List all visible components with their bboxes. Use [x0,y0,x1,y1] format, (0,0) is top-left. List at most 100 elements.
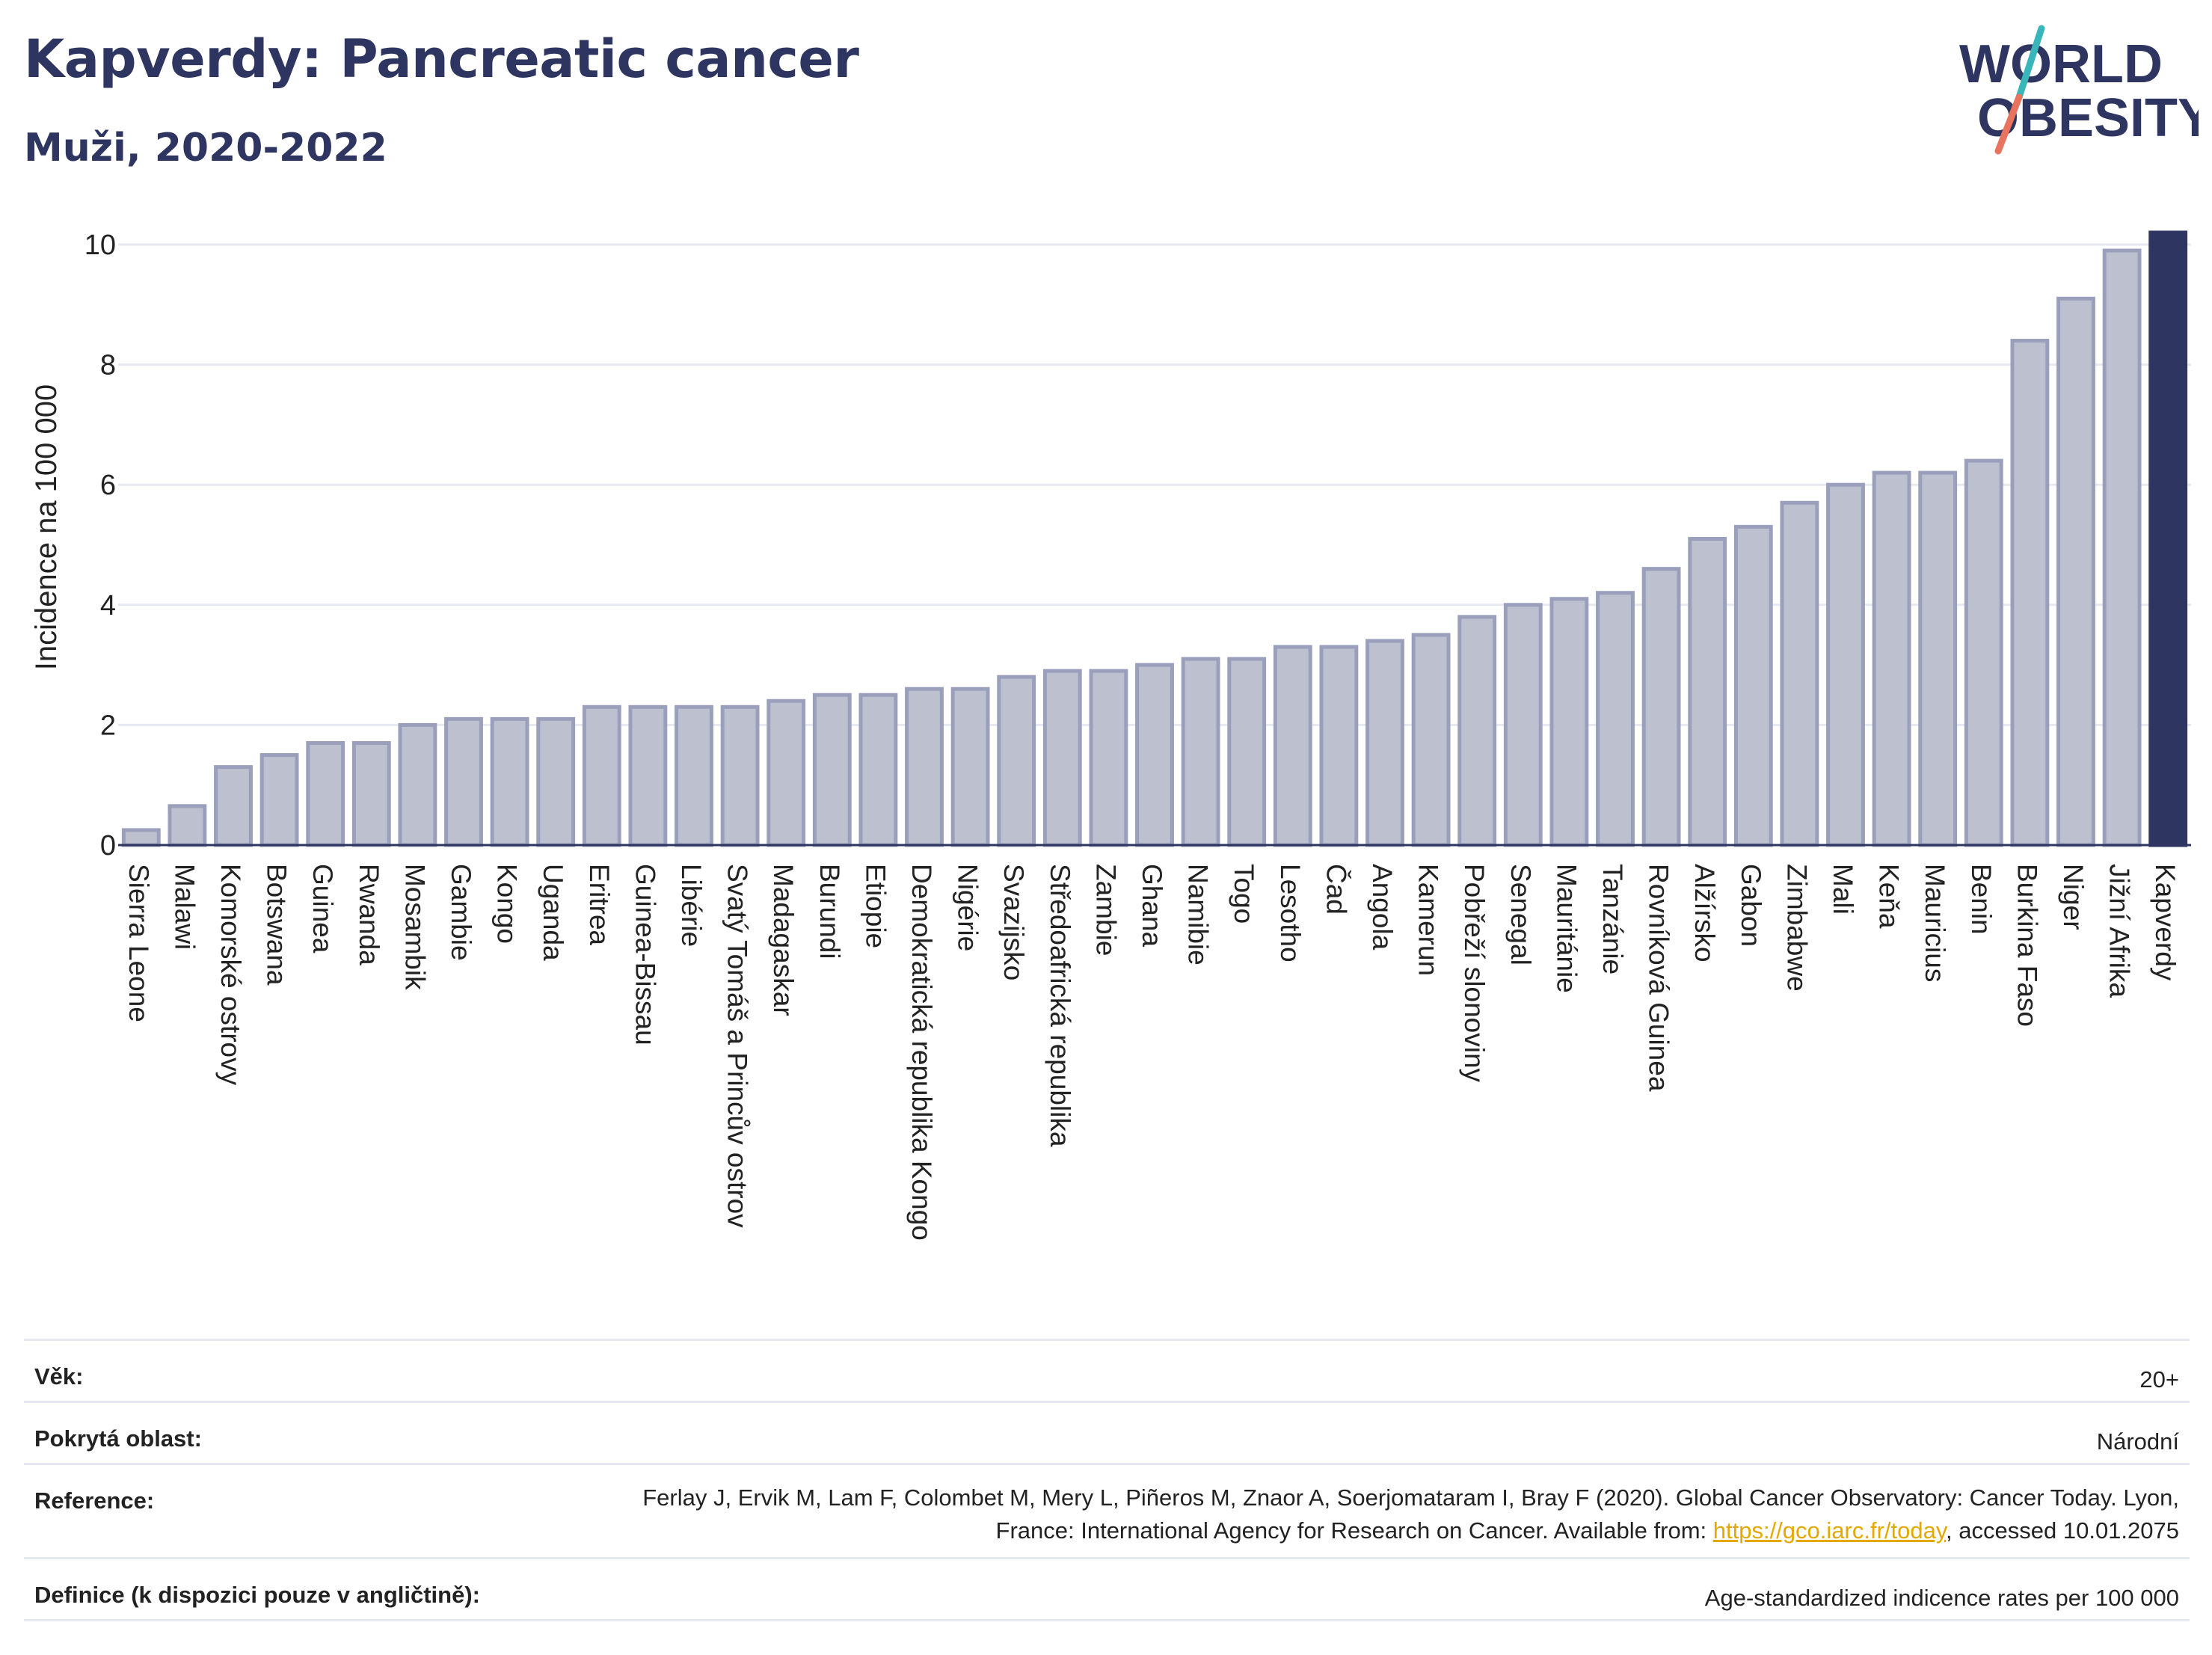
bar[interactable] [1089,669,1128,847]
bar[interactable] [1457,615,1497,847]
bar[interactable] [1365,639,1404,847]
bars [121,230,2188,847]
bar[interactable] [1826,482,1865,847]
bar[interactable] [628,704,668,847]
x-tick-label: Burundi [814,864,845,959]
bar[interactable] [1503,603,1543,847]
x-tick-label: Rovníková Guinea [1644,864,1674,1092]
bar[interactable] [1319,645,1359,847]
bar-chart: 0 2 4 6 8 10 Incidence na 100 000 Sierra Leon… [30,230,2191,1241]
bar[interactable] [1042,669,1082,847]
x-tick-label: Guinea [307,864,338,954]
bar[interactable] [1872,470,1911,847]
x-tick-label: Guinea-Bissau [630,864,660,1045]
x-tick-label: Etiopie [860,864,891,948]
bar[interactable] [306,740,345,847]
bar[interactable] [444,716,483,847]
bar[interactable] [1273,645,1312,847]
bar[interactable] [1641,567,1681,847]
x-tick-label: Svazijsko [998,864,1029,980]
bar-highlighted[interactable] [2148,230,2188,847]
bar[interactable] [1596,591,1635,847]
reference-accessed: , accessed 10.01.2075 [1946,1517,2179,1544]
x-tick-label: Čad [1321,864,1351,915]
logo-line1: WORLD [1959,34,2163,94]
x-tick-label: Pobřeží slonoviny [1459,864,1490,1083]
bar[interactable] [1964,458,2003,847]
x-tick-label: Rwanda [354,864,384,965]
x-tick-label: Libérie [676,864,707,947]
meta-row-age: Věk: 20+ [24,1341,2190,1403]
x-tick-label: Kongo [492,864,523,944]
bar[interactable] [2056,296,2095,847]
chart-title: Kapverdy: Pancreatic cancer [24,28,859,90]
meta-value: Age-standardized indicence rates per 100… [1704,1585,2179,1611]
bar[interactable] [121,828,161,847]
bar[interactable] [1181,657,1220,847]
x-tick-label: Lesotho [1275,864,1306,962]
bar[interactable] [1549,597,1589,847]
bar[interactable] [259,753,299,847]
y-tick-label: 2 [100,710,116,741]
bar[interactable] [214,765,253,847]
bar[interactable] [812,693,852,847]
bar[interactable] [2010,338,2050,847]
bar[interactable] [1135,663,1174,847]
x-tick-label: Zambie [1090,864,1121,956]
bar[interactable] [490,716,529,847]
meta-value: 20+ [2139,1366,2179,1393]
x-tick-label: Madagaskar [768,864,799,1016]
bar[interactable] [398,722,437,847]
x-tick-label: Jižní Afrika [2104,864,2135,998]
y-axis-ticks: 0 2 4 6 8 10 [85,230,116,862]
bar[interactable] [905,687,944,847]
y-tick-label: 8 [100,350,116,381]
bar[interactable] [168,804,207,847]
bar[interactable] [766,698,806,847]
x-tick-label: Mauritánie [1551,864,1582,993]
x-tick-label: Mauricius [1920,864,1950,982]
bar[interactable] [1688,536,1727,847]
x-tick-label: Botswana [262,864,292,986]
x-axis-labels: Sierra Leone Malawi Komorské ostrovy Botswa… [123,864,2181,1241]
x-tick-label: Mali [1828,864,1858,915]
meta-value-reference: Ferlay J, Ervik M, Lam F, Colombet M, Me… [564,1481,2179,1547]
x-tick-label: Alžírsko [1689,864,1720,962]
x-tick-label: Eritrea [584,864,615,945]
meta-label: Definice (k dispozici pouze v angličtině… [34,1582,480,1608]
meta-label: Věk: [34,1363,84,1390]
y-tick-label: 10 [85,230,116,261]
x-tick-label: Tanzánie [1597,864,1628,974]
bar[interactable] [351,740,391,847]
meta-row-definition: Definice (k dispozici pouze v angličtině… [24,1559,2190,1621]
bar[interactable] [1733,524,1773,847]
meta-label: Reference: [34,1487,155,1514]
meta-row-reference: Reference: Ferlay J, Ervik M, Lam F, Col… [24,1465,2190,1559]
bar[interactable] [582,704,621,847]
bar[interactable] [858,693,898,847]
bar[interactable] [2102,248,2142,847]
x-tick-label: Namibie [1183,864,1214,965]
reference-text: Ferlay J, Ervik M, Lam F, Colombet M, Me… [642,1484,2179,1544]
bar[interactable] [1918,470,1958,847]
x-tick-label: Gabon [1736,864,1766,947]
bar[interactable] [997,675,1036,847]
x-tick-label: Uganda [538,864,568,961]
bar[interactable] [720,704,760,847]
bar[interactable] [675,704,713,847]
chart-subtitle: Muži, 2020-2022 [24,126,387,171]
bar[interactable] [950,687,990,847]
x-tick-label: Demokratická republika Kongo [906,864,937,1241]
x-tick-label: Niger [2058,864,2089,930]
bar[interactable] [1227,657,1267,847]
bar[interactable] [1780,500,1819,847]
y-tick-label: 4 [100,590,116,621]
bar[interactable] [536,716,576,847]
x-tick-label: Kamerun [1413,864,1444,976]
x-tick-label: Svatý Tomáš a Princův ostrov [722,864,753,1228]
reference-link[interactable]: https://gco.iarc.fr/today [1712,1517,1947,1544]
x-tick-label: Zimbabwe [1781,864,1812,992]
bar[interactable] [1411,633,1451,847]
x-tick-label: Mosambik [399,864,430,990]
x-tick-label: Malawi [169,864,200,950]
